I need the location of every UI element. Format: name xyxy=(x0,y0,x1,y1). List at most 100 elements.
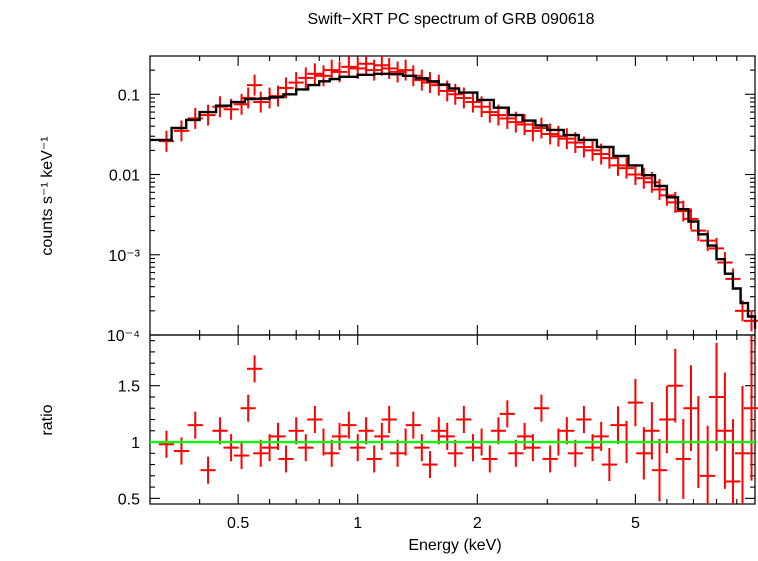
ratio-data-point xyxy=(542,445,558,473)
spectrum-data-point xyxy=(158,130,175,152)
ratio-data-point xyxy=(610,406,626,444)
ratio-data-point xyxy=(390,439,406,467)
ratio-data-point xyxy=(516,422,533,450)
spectrum-data-point xyxy=(667,191,683,213)
upper-y-axis-label: counts s⁻¹ keV⁻¹ xyxy=(39,136,56,255)
ratio-data-point xyxy=(324,439,340,467)
ratio-data-point xyxy=(307,405,323,434)
spectrum-data-point xyxy=(374,56,390,76)
spectrum-panel: 0.1 0.01 10⁻³ 10⁻⁴ xyxy=(107,55,758,345)
spectrum-data-point xyxy=(516,114,533,135)
lower-y-tick-label: 1 xyxy=(131,435,140,452)
spectrum-data-point xyxy=(525,120,541,142)
ratio-data-point xyxy=(567,439,583,467)
ratio-data-point xyxy=(212,417,228,445)
energy-tick-label: 5 xyxy=(631,515,640,532)
spectrum-data-point xyxy=(499,107,515,129)
ratio-data-point xyxy=(439,422,455,450)
ratio-data-point xyxy=(593,421,609,451)
ratio-data-point xyxy=(240,394,256,422)
ratio-panel: 0.5 1 1.5 0.5 1 2 5 xyxy=(118,334,758,532)
spectrum-data-point xyxy=(636,167,652,189)
spectrum-data-point xyxy=(601,147,617,169)
ratio-data-point xyxy=(414,434,430,462)
upper-y-tick-label: 0.01 xyxy=(109,168,140,185)
ratio-data-point xyxy=(431,417,447,445)
energy-tick-label: 0.5 xyxy=(227,515,249,532)
ratio-data-point xyxy=(298,434,314,462)
energy-tick-labels: 0.5 1 2 5 xyxy=(227,515,640,532)
energy-tick-label: 1 xyxy=(353,515,362,532)
spectrum-data-point xyxy=(422,72,438,94)
energy-tick-label: 2 xyxy=(473,515,482,532)
ratio-data-point xyxy=(187,411,203,439)
ratio-data-point xyxy=(683,365,699,452)
ratio-data-point xyxy=(559,417,575,445)
spectrum-data-point xyxy=(627,164,644,185)
spectrum-data-point xyxy=(482,101,498,123)
ratio-data-point xyxy=(508,439,524,467)
ratio-data-point xyxy=(725,419,741,504)
ratio-data-point xyxy=(358,417,374,445)
ratio-data-point xyxy=(405,411,421,439)
spectrum-data-point xyxy=(651,179,668,200)
ratio-data-point xyxy=(366,445,382,473)
ratio-data-points xyxy=(158,335,758,504)
spectrum-data-point xyxy=(390,61,406,83)
spectrum-data-point xyxy=(618,157,635,179)
ratio-data-point xyxy=(675,419,691,499)
spectrum-data-point xyxy=(610,154,626,176)
spectrum-data-points xyxy=(158,56,758,332)
ratio-data-point xyxy=(601,448,617,482)
spectrum-data-point xyxy=(341,56,357,78)
ratio-data-point xyxy=(644,402,660,460)
spectrum-data-point xyxy=(315,65,332,87)
ratio-data-point xyxy=(422,451,438,479)
spectrum-data-point xyxy=(200,104,216,126)
lower-y-tick-label: 0.5 xyxy=(118,491,140,508)
ratio-data-point xyxy=(261,434,278,462)
x-axis-label: Energy (keV) xyxy=(408,537,501,554)
ratio-data-point xyxy=(482,445,498,473)
lower-y-tick-label: 1.5 xyxy=(118,379,140,396)
spectrum-data-point xyxy=(246,74,263,96)
chart-title: Swift−XRT PC spectrum of GRB 090618 xyxy=(307,11,594,28)
ratio-data-point xyxy=(636,427,652,480)
ratio-data-point xyxy=(223,434,239,462)
ratio-data-point xyxy=(627,378,644,427)
ratio-data-point xyxy=(278,445,294,473)
lower-y-axis-label: ratio xyxy=(39,404,56,435)
ratio-data-point xyxy=(381,405,397,434)
ratio-data-point xyxy=(350,434,366,462)
ratio-data-point xyxy=(456,405,472,434)
ratio-data-point xyxy=(651,438,668,502)
ratio-data-point xyxy=(374,422,390,450)
spectrum-data-point xyxy=(465,91,481,113)
spectrum-data-point xyxy=(584,139,601,161)
ratio-data-point xyxy=(288,417,304,445)
spectrum-data-point xyxy=(307,63,323,85)
spectrum-data-point xyxy=(253,91,269,113)
ratio-data-point xyxy=(525,434,541,462)
spectrum-data-point xyxy=(683,208,699,230)
ratio-data-point xyxy=(700,425,716,504)
ratio-data-point xyxy=(158,430,175,458)
upper-y-tick-label: 0.1 xyxy=(118,87,140,104)
ratio-data-point xyxy=(233,442,250,470)
spectrum-data-point xyxy=(456,87,472,109)
ratio-data-point xyxy=(341,411,357,439)
model-step-line xyxy=(150,72,757,329)
ratio-data-point xyxy=(717,372,733,489)
spectrum-panel-ticks xyxy=(149,56,756,336)
ratio-data-point xyxy=(270,422,286,450)
ratio-data-point xyxy=(465,434,481,462)
ratio-data-point xyxy=(743,335,758,481)
spectrum-data-point xyxy=(398,59,414,81)
spectrum-data-point xyxy=(542,123,558,145)
ratio-data-point xyxy=(584,434,601,462)
ratio-data-point xyxy=(734,386,751,504)
ratio-y-tick-labels: 0.5 1 1.5 xyxy=(118,379,140,509)
upper-y-tick-label: 10⁻⁴ xyxy=(107,328,140,345)
ratio-data-point xyxy=(490,417,506,445)
